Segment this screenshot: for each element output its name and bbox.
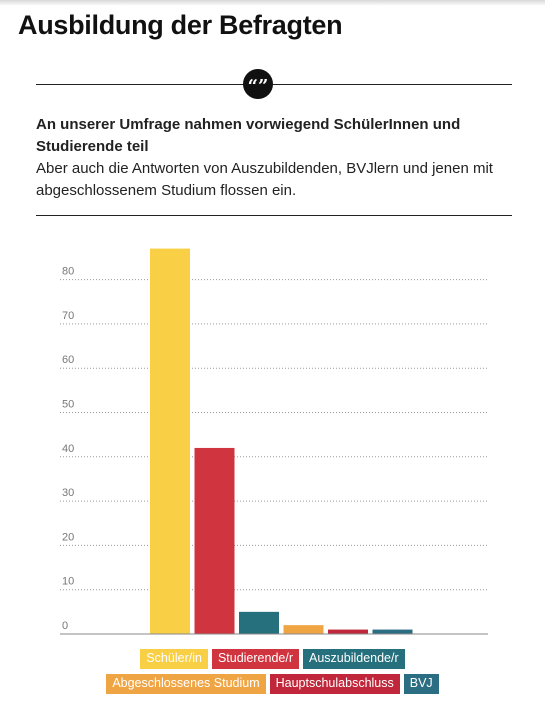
y-tick-label: 10 <box>62 576 74 588</box>
page-title: Ausbildung der Befragten <box>18 10 343 40</box>
legend-item[interactable]: Abgeschlossenes Studium <box>106 674 266 694</box>
chart-legend: Schüler/in Studierende/r Auszubildende/r Ab… <box>0 649 545 699</box>
summary-body: Aber auch die Antworten von Auszubildend… <box>36 160 493 199</box>
bar-2 <box>239 611 279 634</box>
bar-1 <box>194 447 235 634</box>
y-tick-label: 80 <box>62 266 74 278</box>
summary-lead: An unserer Umfrage nahmen vorwiegend Sch… <box>36 116 461 155</box>
quote-divider <box>36 84 512 85</box>
legend-item[interactable]: Schüler/in <box>140 649 208 669</box>
y-tick-label: 70 <box>62 310 74 322</box>
legend-item[interactable]: BVJ <box>403 674 439 694</box>
y-tick-label: 60 <box>62 354 74 366</box>
bar-0 <box>150 248 190 634</box>
y-tick-label: 40 <box>62 443 74 455</box>
legend-row: Abgeschlossenes Studium Hauptschulabschlu… <box>0 674 545 694</box>
y-tick-label: 0 <box>62 620 68 632</box>
bar-3 <box>283 625 324 634</box>
bar-4 <box>328 629 368 634</box>
y-tick-label: 50 <box>62 399 74 411</box>
legend-item[interactable]: Hauptschulabschluss <box>269 674 400 694</box>
quote-icon: “” <box>243 69 273 99</box>
top-shadow <box>0 0 545 6</box>
legend-item[interactable]: Studierende/r <box>211 649 299 669</box>
y-tick-label: 20 <box>62 531 74 543</box>
bar-chart: 0 10 20 30 40 50 60 70 80 <box>60 248 488 635</box>
legend-item[interactable]: Auszubildende/r <box>303 649 405 669</box>
summary-block: An unserer Umfrage nahmen vorwiegend Sch… <box>36 114 512 202</box>
summary-divider <box>36 215 512 216</box>
bar-5 <box>372 629 413 634</box>
legend-row: Schüler/in Studierende/r Auszubildende/r <box>0 649 545 669</box>
y-tick-label: 30 <box>62 487 74 499</box>
